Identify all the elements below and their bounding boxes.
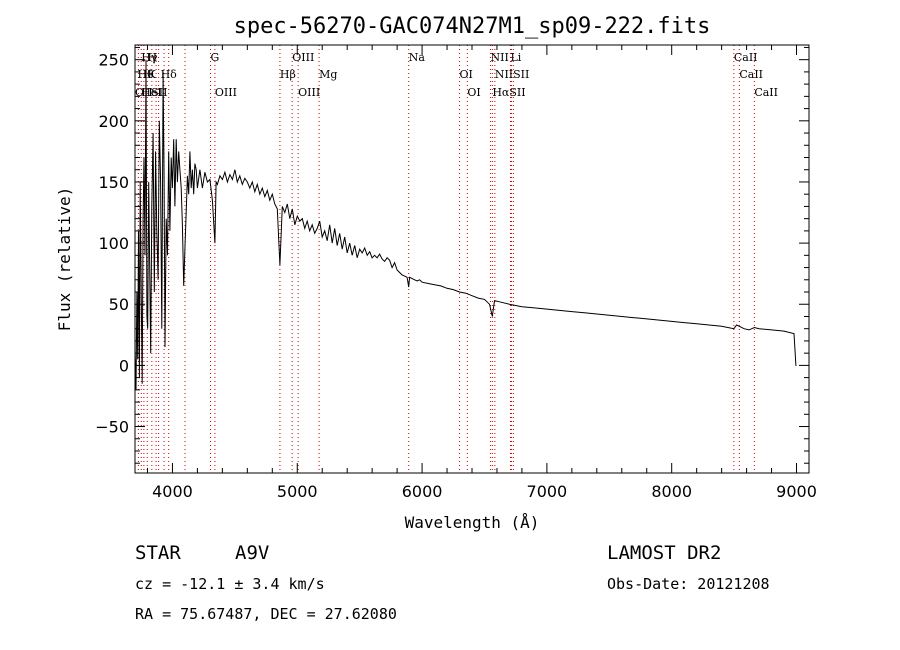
x-axis-label: Wavelength (Å) [405,513,540,532]
x-tick-label: 8000 [651,482,692,501]
y-tick-label: 0 [119,356,129,375]
line-label-12: Mg [319,68,337,81]
line-label-19: OI [467,86,480,99]
subclass: A9V [235,542,269,564]
obs-date: Obs-Date: 20121208 [607,575,770,593]
line-label-5: G [211,51,220,64]
x-tick-label: 6000 [402,482,443,501]
line-label-22: CaII [739,68,763,81]
line-label-4: Hδ [161,68,178,81]
line-label-11: Hβ [280,68,296,81]
y-tick-label: 250 [98,51,129,70]
line-label-18: NIISII [495,68,530,81]
y-tick-label: 200 [98,112,129,131]
x-axis-ticks: 4000 5000 6000 7000 8000 9000 [146,45,817,501]
line-label-10: OIII [292,51,314,64]
line-label-23: CaII [754,86,778,99]
line-label-0: Hγ [141,51,158,64]
line-label-6: OII [135,86,153,99]
line-label-13: OIII [298,86,320,99]
x-tick-label: 9000 [776,482,817,501]
line-label-8: SII [151,86,167,99]
line-label-20: HαSII [492,86,525,99]
line-label-16: Li [510,51,521,64]
cz-value: cz = -12.1 ± 3.4 km/s [135,575,325,593]
line-label-1: H [147,51,157,64]
line-label-17: OI [460,68,473,81]
spectral-line-markers [137,45,755,473]
y-axis-ticks: −50 0 50 100 150 200 250 [95,46,809,464]
chart-title: spec-56270-GAC074N27M1_sp09-222.fits [234,14,711,39]
survey-name: LAMOST DR2 [607,542,721,564]
object-type: STAR [135,542,181,564]
y-tick-label: 50 [109,295,129,314]
coordinates: RA = 75.67487, DEC = 27.62080 [135,605,397,623]
line-label-21: CaII [734,51,758,64]
y-tick-label: 100 [98,234,129,253]
y-axis-label: Flux (relative) [55,187,74,332]
y-tick-label: 150 [98,173,129,192]
line-label-14: Na [409,51,426,64]
x-tick-label: 7000 [527,482,568,501]
series-line-0 [134,59,797,390]
series-layer [134,59,797,390]
x-tick-label: 4000 [152,482,193,501]
line-label-3: K [147,68,156,81]
line-label-9: OIII [215,86,237,99]
x-tick-label: 5000 [277,482,318,501]
y-tick-label: −50 [95,418,129,437]
plot-frame [134,44,810,474]
line-label-15: NII [490,51,508,64]
